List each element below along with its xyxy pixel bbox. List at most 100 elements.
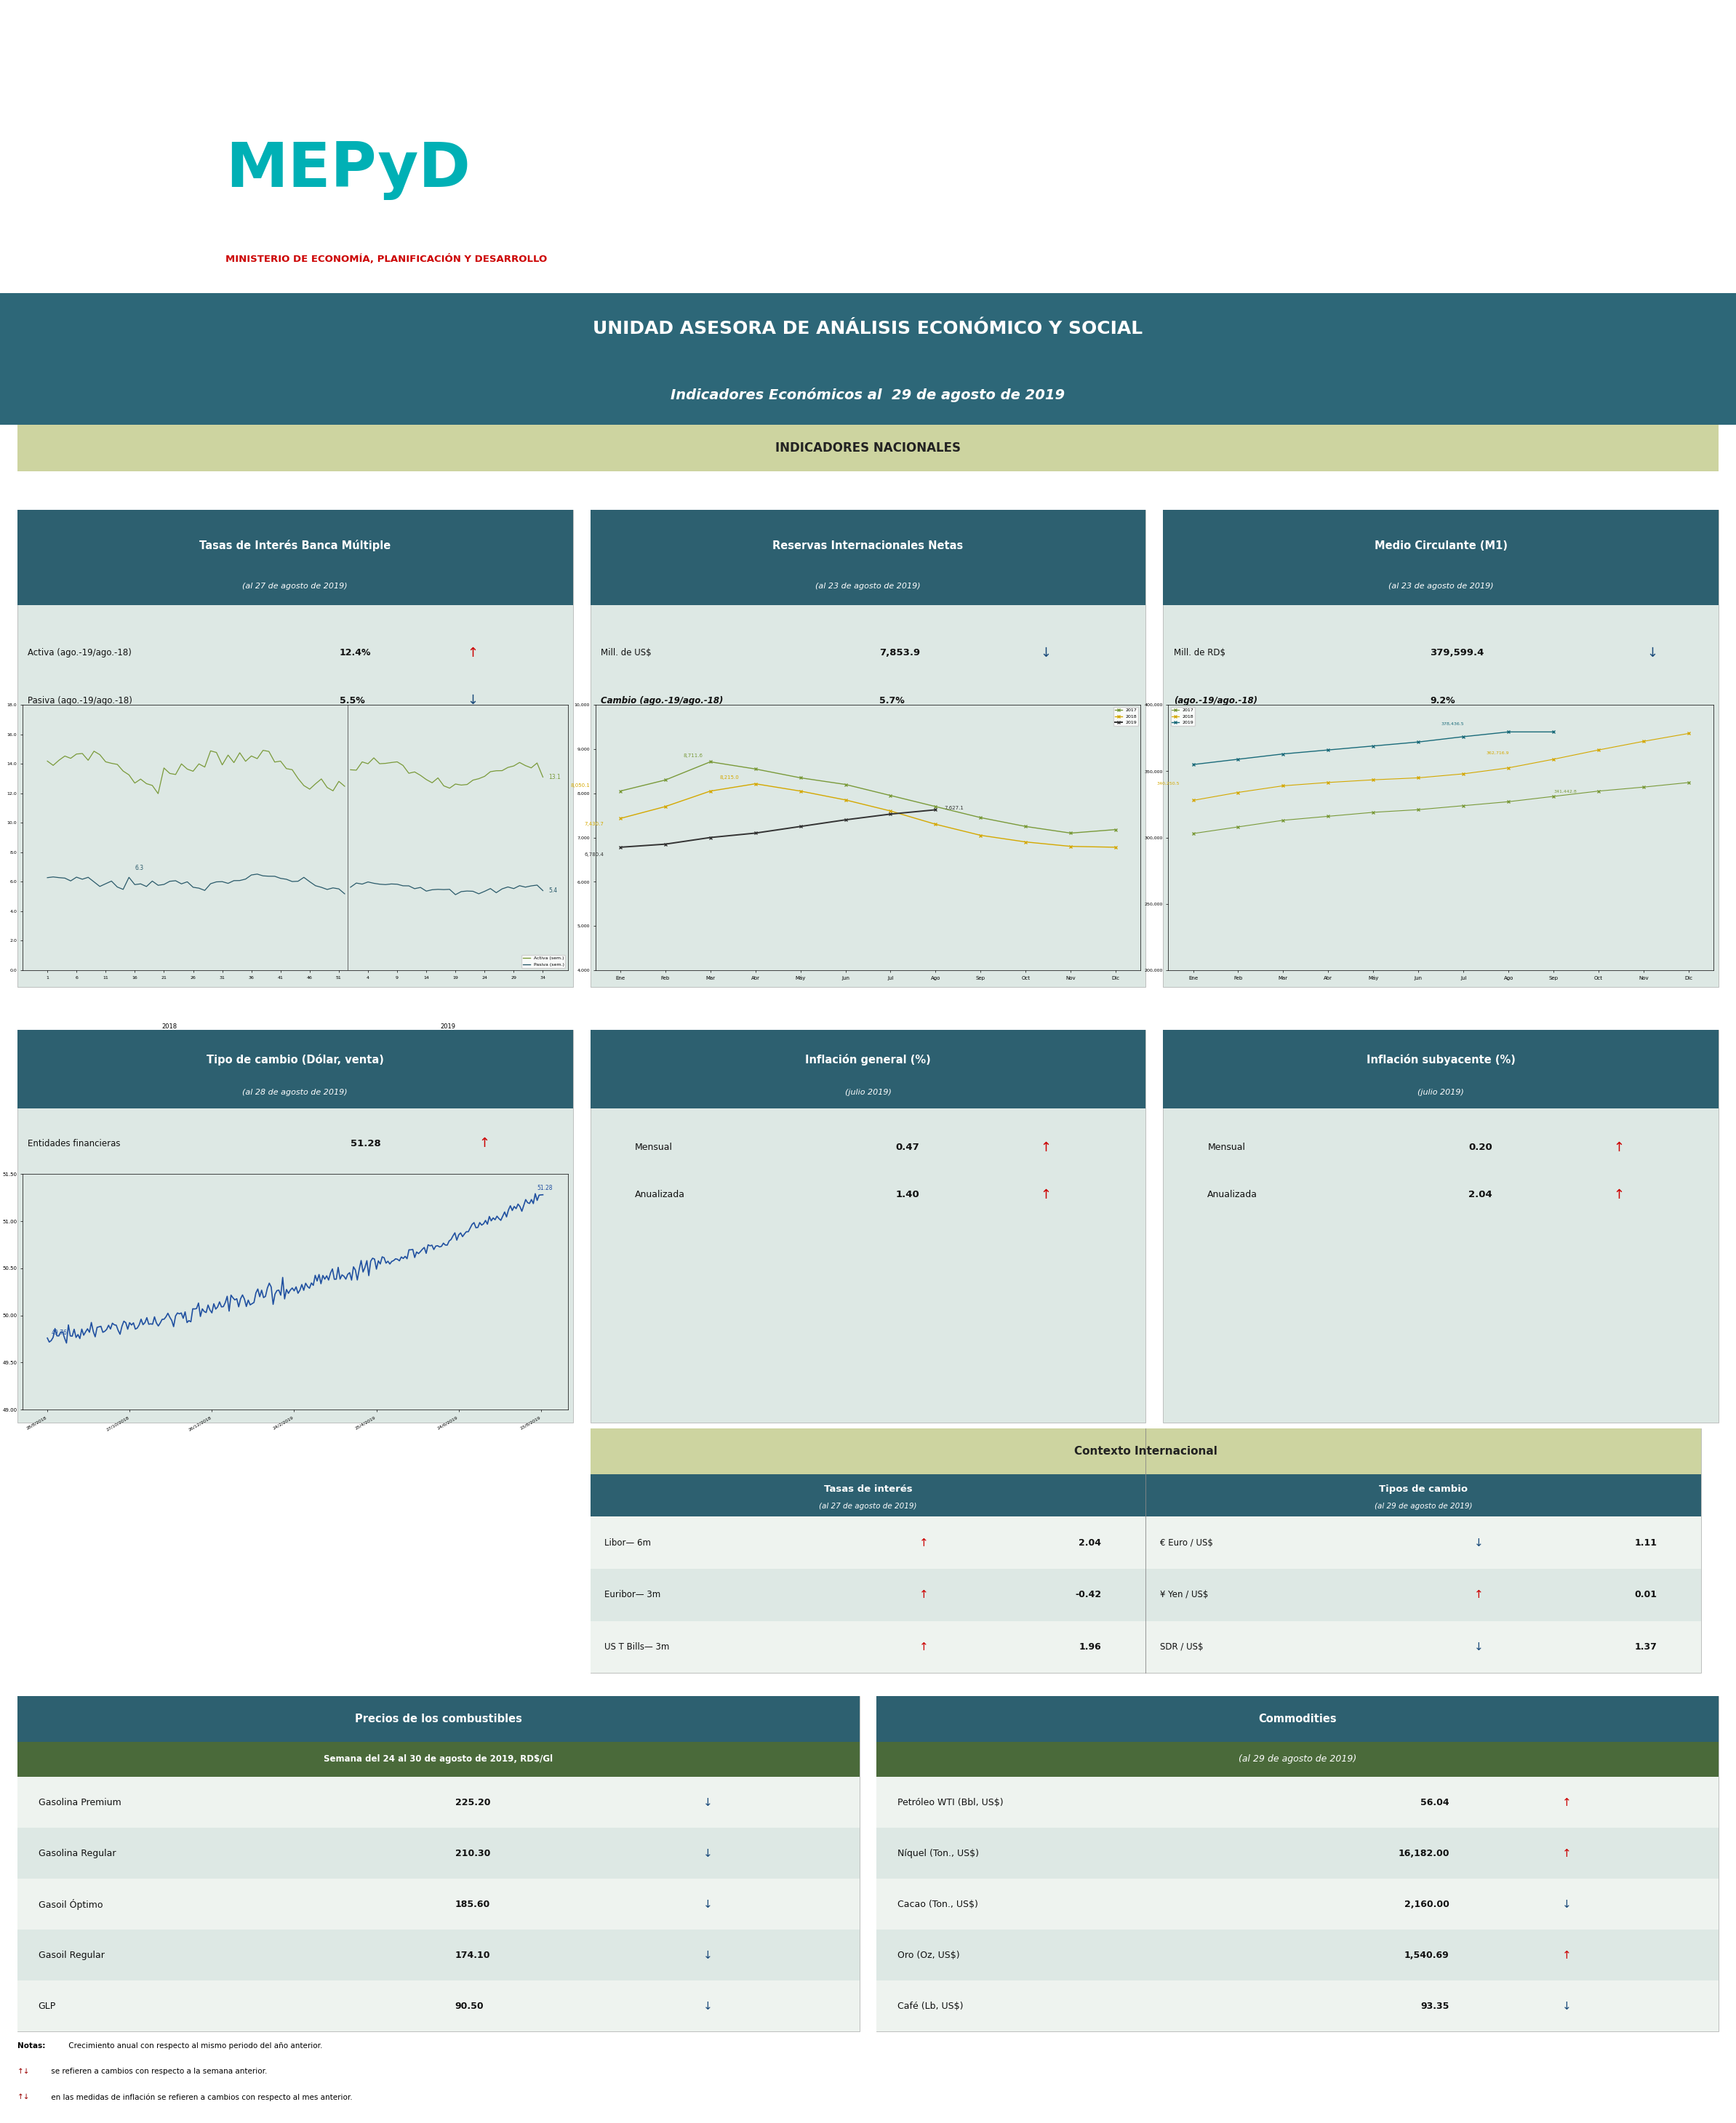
Text: 2018: 2018 bbox=[161, 1023, 177, 1030]
Text: (al 27 de agosto de 2019): (al 27 de agosto de 2019) bbox=[243, 582, 347, 590]
Text: 174.10: 174.10 bbox=[455, 1951, 491, 1960]
Text: (al 27 de agosto de 2019): (al 27 de agosto de 2019) bbox=[819, 1503, 917, 1509]
Text: ↓: ↓ bbox=[467, 694, 479, 707]
Text: ↓: ↓ bbox=[703, 1796, 712, 1807]
Text: Medio Circulante (M1): Medio Circulante (M1) bbox=[1375, 541, 1507, 552]
FancyBboxPatch shape bbox=[0, 293, 1736, 365]
FancyBboxPatch shape bbox=[17, 1777, 859, 1828]
2019 bbox=[1363, 732, 1384, 758]
Text: Tipos de cambio: Tipos de cambio bbox=[1378, 1484, 1469, 1495]
2018 bbox=[700, 779, 720, 805]
Text: 5.5%: 5.5% bbox=[340, 696, 365, 705]
Text: ↓: ↓ bbox=[1646, 645, 1658, 660]
FancyBboxPatch shape bbox=[590, 510, 1146, 605]
Line: 2018: 2018 bbox=[1193, 732, 1689, 802]
2019 bbox=[700, 824, 720, 849]
FancyBboxPatch shape bbox=[17, 1030, 573, 1422]
Text: ↓: ↓ bbox=[703, 1949, 712, 1962]
2017 bbox=[654, 766, 675, 792]
Text: 0.01: 0.01 bbox=[1634, 1590, 1656, 1599]
FancyBboxPatch shape bbox=[17, 510, 573, 605]
Text: (al 29 de agosto de 2019): (al 29 de agosto de 2019) bbox=[1240, 1754, 1356, 1764]
Text: Anualizada: Anualizada bbox=[1208, 1189, 1259, 1199]
Legend: 2017, 2018, 2019: 2017, 2018, 2019 bbox=[1113, 707, 1139, 726]
Text: ↑: ↑ bbox=[918, 1537, 929, 1548]
FancyBboxPatch shape bbox=[590, 1429, 1701, 1673]
Text: Entidades financieras: Entidades financieras bbox=[28, 1138, 120, 1149]
Text: Notas:: Notas: bbox=[17, 2042, 45, 2049]
2017 bbox=[1634, 775, 1654, 800]
2019 bbox=[790, 813, 811, 839]
2019 bbox=[1318, 737, 1338, 762]
Text: ↓: ↓ bbox=[1562, 2000, 1571, 2013]
FancyBboxPatch shape bbox=[590, 1030, 1146, 1108]
Text: 93.35: 93.35 bbox=[1420, 2002, 1450, 2010]
Text: 1.40: 1.40 bbox=[896, 1189, 920, 1199]
Text: Contexto Internacional: Contexto Internacional bbox=[1075, 1446, 1217, 1456]
2017 bbox=[1182, 822, 1203, 847]
Text: (julio 2019): (julio 2019) bbox=[1418, 1089, 1463, 1095]
Text: 225.20: 225.20 bbox=[455, 1798, 491, 1807]
Text: GLP: GLP bbox=[38, 2002, 56, 2010]
Text: (ago.-19/ago.-18): (ago.-19/ago.-18) bbox=[1174, 696, 1257, 705]
Text: 210.30: 210.30 bbox=[455, 1849, 490, 1858]
Text: (julio 2019): (julio 2019) bbox=[845, 1089, 891, 1095]
2018 bbox=[1543, 747, 1564, 773]
FancyBboxPatch shape bbox=[1146, 1569, 1701, 1620]
Text: ↑↓: ↑↓ bbox=[17, 2068, 30, 2074]
2017 bbox=[745, 756, 766, 781]
FancyBboxPatch shape bbox=[877, 1828, 1719, 1879]
Legend: Activa (sem.), Pasiva (sem.): Activa (sem.), Pasiva (sem.) bbox=[523, 955, 566, 968]
Text: ↓: ↓ bbox=[703, 1898, 712, 1911]
2017 bbox=[880, 783, 901, 809]
Text: -0.42: -0.42 bbox=[1075, 1590, 1101, 1599]
Text: Euribor— 3m: Euribor— 3m bbox=[604, 1590, 660, 1599]
Text: ↑: ↑ bbox=[918, 1590, 929, 1601]
FancyBboxPatch shape bbox=[1146, 1473, 1701, 1516]
Text: ↑: ↑ bbox=[1040, 1189, 1052, 1202]
Text: ↑: ↑ bbox=[1613, 1189, 1625, 1202]
FancyBboxPatch shape bbox=[877, 1981, 1719, 2032]
2017 bbox=[1016, 813, 1036, 839]
Text: 49.76: 49.76 bbox=[50, 1329, 68, 1335]
Text: en las medidas de inflación se refieren a cambios con respecto al mes anterior.: en las medidas de inflación se refieren … bbox=[49, 2093, 352, 2102]
Text: Mensual: Mensual bbox=[1208, 1142, 1245, 1153]
2017 bbox=[609, 779, 630, 805]
Line: 2017: 2017 bbox=[1193, 781, 1689, 834]
2018 bbox=[1679, 720, 1700, 745]
Text: Precios de los combustibles: Precios de los combustibles bbox=[354, 1713, 523, 1724]
Text: 1.96: 1.96 bbox=[1080, 1643, 1101, 1652]
Text: Cambio (agosto-19/agosto-18): Cambio (agosto-19/agosto-18) bbox=[28, 1178, 167, 1187]
2017 bbox=[1318, 802, 1338, 828]
2018 bbox=[1016, 830, 1036, 856]
FancyBboxPatch shape bbox=[17, 510, 573, 987]
2019 bbox=[1453, 724, 1474, 749]
Text: Tasas de interés: Tasas de interés bbox=[825, 1484, 911, 1495]
Text: ↑: ↑ bbox=[1562, 1949, 1571, 1962]
Text: ↓: ↓ bbox=[1562, 1898, 1571, 1911]
Line: 2018: 2018 bbox=[618, 781, 1118, 849]
FancyBboxPatch shape bbox=[1163, 510, 1719, 987]
FancyBboxPatch shape bbox=[0, 365, 1736, 425]
FancyBboxPatch shape bbox=[590, 1620, 1146, 1673]
FancyBboxPatch shape bbox=[590, 1473, 1146, 1516]
Text: 341,442.8: 341,442.8 bbox=[1554, 790, 1576, 794]
Text: 1.37: 1.37 bbox=[1634, 1643, 1656, 1652]
FancyBboxPatch shape bbox=[17, 1696, 859, 1741]
FancyBboxPatch shape bbox=[1163, 510, 1719, 605]
Text: 8,050.1: 8,050.1 bbox=[571, 783, 590, 788]
2018 bbox=[880, 798, 901, 824]
Text: ↑: ↑ bbox=[467, 645, 479, 660]
Text: 5.4: 5.4 bbox=[549, 887, 557, 894]
2018 bbox=[1106, 834, 1127, 860]
2018 bbox=[925, 811, 946, 836]
Text: Gasolina Regular: Gasolina Regular bbox=[38, 1849, 116, 1858]
2019 bbox=[1182, 752, 1203, 777]
Text: (al 29 de agosto de 2019): (al 29 de agosto de 2019) bbox=[1375, 1503, 1472, 1509]
2019 bbox=[1498, 720, 1519, 745]
Text: 6.3: 6.3 bbox=[135, 864, 144, 870]
Text: Pasiva (ago.-19/ago.-18): Pasiva (ago.-19/ago.-18) bbox=[28, 696, 132, 705]
Text: 362,716.9: 362,716.9 bbox=[1486, 752, 1509, 754]
FancyBboxPatch shape bbox=[17, 1030, 573, 1108]
2018 bbox=[1318, 771, 1338, 796]
